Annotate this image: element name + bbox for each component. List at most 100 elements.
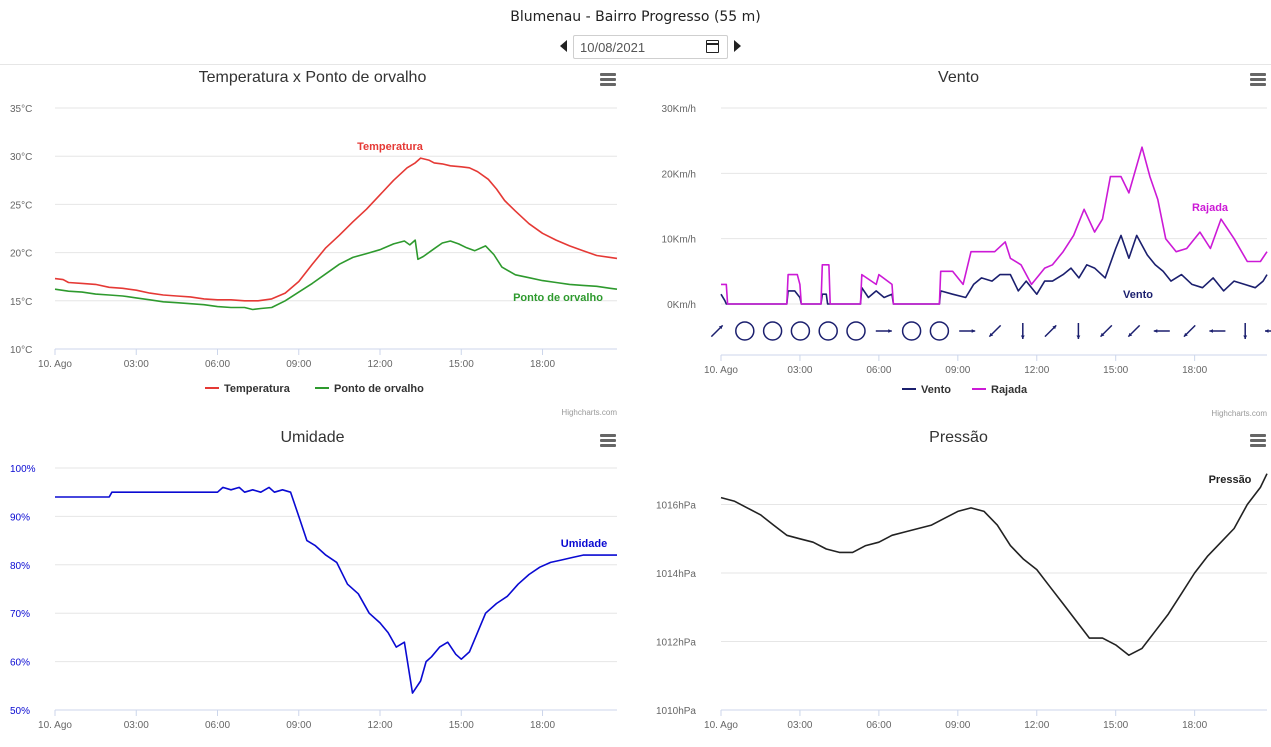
chart-vento: Vento 0Km/h 10Km/h 20Km/h 30Km/h 10. Ago 03:00… <box>646 64 1271 420</box>
wind-direction-icon <box>875 329 892 333</box>
caret-right-icon[interactable] <box>734 40 741 52</box>
y-tick-label: 20Km/h <box>662 169 696 180</box>
x-tick-label: 10. Ago <box>38 359 72 370</box>
x-tick-label: 06:00 <box>866 365 891 376</box>
caret-left-icon[interactable] <box>560 40 567 52</box>
y-tick-label: 20°C <box>10 249 32 260</box>
hamburger-menu-icon[interactable] <box>1250 434 1266 447</box>
hamburger-menu-icon[interactable] <box>600 73 616 86</box>
x-tick-label: 09:00 <box>286 720 311 731</box>
legend-item: Temperatura <box>224 383 291 395</box>
y-tick-label: 25°C <box>10 200 32 211</box>
y-tick-label: 1012hPa <box>656 638 696 649</box>
highcharts-credit: Highcharts.com <box>561 408 617 417</box>
hamburger-menu-icon[interactable] <box>1250 73 1266 86</box>
legend-item: Vento <box>921 384 951 396</box>
wind-direction-icon <box>1127 324 1141 338</box>
arrow-head <box>1076 335 1081 339</box>
arrow-head <box>1183 332 1188 337</box>
x-tick-label: 12:00 <box>367 720 392 731</box>
y-tick-label: 10°C <box>10 345 32 356</box>
calendar-icon[interactable] <box>706 40 719 53</box>
chart-svg: Pressão 1010hPa 1012hPa 1014hPa 1016hPa 10. A… <box>656 429 1268 731</box>
y-tick-label: 1014hPa <box>656 569 696 580</box>
wind-direction-icon <box>1076 323 1081 339</box>
y-tick-label: 60% <box>10 658 30 669</box>
series-line-ponto-de-orvalho <box>54 239 618 311</box>
y-tick-label: 1010hPa <box>656 706 696 717</box>
x-tick-label: 06:00 <box>866 720 891 731</box>
x-tick-label: 03:00 <box>124 359 149 370</box>
y-tick-label: 15°C <box>10 297 32 308</box>
y-tick-label: 80% <box>10 561 30 572</box>
y-tick-label: 1016hPa <box>656 501 696 512</box>
x-tick-label: 12:00 <box>367 359 392 370</box>
y-tick-label: 70% <box>10 609 30 620</box>
x-tick-label: 10. Ago <box>38 720 72 731</box>
x-tick-label: 10. Ago <box>704 720 738 731</box>
series-data-label: Umidade <box>561 538 607 550</box>
x-tick-label: 18:00 <box>1182 365 1207 376</box>
date-input[interactable]: 10/08/2021 <box>573 35 728 59</box>
wind-direction-icon <box>1183 324 1196 338</box>
calm-wind-icon <box>790 321 811 341</box>
x-tick-label: 06:00 <box>205 359 230 370</box>
series-data-label: Pressão <box>1209 474 1252 486</box>
arrow-head <box>1209 329 1213 333</box>
x-tick-label: 03:00 <box>787 720 812 731</box>
wind-direction-icon <box>1100 324 1113 338</box>
x-tick-label: 03:00 <box>124 720 149 731</box>
chart-pressao: Pressão 1010hPa 1012hPa 1014hPa 1016hPa 10. A… <box>646 422 1271 747</box>
chart-title: Umidade <box>280 429 344 446</box>
arrow-head <box>888 329 892 333</box>
chart-svg: Umidade 50% 60% 70% 80% 90% 100% 10. Ago 03:00 06… <box>10 429 617 731</box>
calm-wind-icon <box>929 321 950 341</box>
arrow-head <box>1265 329 1269 333</box>
x-tick-label: 09:00 <box>945 365 970 376</box>
date-navigator: 10/08/2021 <box>556 35 746 61</box>
chart-svg: Temperatura x Ponto de orvalho 10°C 15°C 20… <box>10 69 618 417</box>
x-tick-label: 10. Ago <box>704 365 738 376</box>
arrow-head <box>971 329 976 333</box>
arrow-head <box>1052 325 1057 330</box>
y-tick-label: 0Km/h <box>667 300 696 311</box>
calm-wind-icon <box>846 321 866 341</box>
x-tick-label: 15:00 <box>1103 365 1128 376</box>
y-tick-label: 30°C <box>10 152 32 163</box>
chart-title: Pressão <box>929 429 988 446</box>
x-tick-label: 09:00 <box>945 720 970 731</box>
series-line-vento <box>720 234 1268 305</box>
hamburger-menu-icon[interactable] <box>600 434 616 447</box>
wind-direction-icon <box>988 324 1002 338</box>
x-tick-label: 09:00 <box>286 359 311 370</box>
series-data-label: Rajada <box>1192 202 1229 214</box>
calm-wind-icon <box>818 321 838 341</box>
calm-wind-icon <box>735 321 755 341</box>
y-tick-label: 90% <box>10 512 30 523</box>
station-title: Blumenau - Bairro Progresso (55 m) <box>510 9 761 25</box>
x-tick-label: 12:00 <box>1024 720 1049 731</box>
x-tick-label: 15:00 <box>449 720 474 731</box>
series-line-temperatura <box>54 157 618 302</box>
wind-direction-icon <box>1020 323 1025 339</box>
arrow-head <box>718 325 723 330</box>
chart-umidade: Umidade 50% 60% 70% 80% 90% 100% 10. Ago 03:00 06… <box>0 422 625 747</box>
series-data-label: Vento <box>1123 289 1153 301</box>
series-line-pressão <box>720 473 1268 656</box>
wind-direction-icon <box>959 329 976 333</box>
arrow-head <box>989 332 994 337</box>
chart-temperatura: Temperatura x Ponto de orvalho 10°C 15°C 20… <box>0 64 625 420</box>
wind-direction-icon <box>1243 323 1248 339</box>
wind-direction-icon <box>710 324 724 338</box>
arrow-head <box>1128 332 1133 337</box>
date-value: 10/08/2021 <box>580 40 646 55</box>
x-tick-label: 18:00 <box>530 359 555 370</box>
wind-direction-icon <box>1153 329 1170 333</box>
legend-item: Rajada <box>991 384 1028 396</box>
x-tick-label: 12:00 <box>1024 365 1049 376</box>
chart-svg: Vento 0Km/h 10Km/h 20Km/h 30Km/h 10. Ago 03:00… <box>662 69 1271 418</box>
y-tick-label: 50% <box>10 706 30 717</box>
series-line-umidade <box>55 486 617 694</box>
arrow-head <box>1153 329 1158 333</box>
x-tick-label: 15:00 <box>1103 720 1128 731</box>
